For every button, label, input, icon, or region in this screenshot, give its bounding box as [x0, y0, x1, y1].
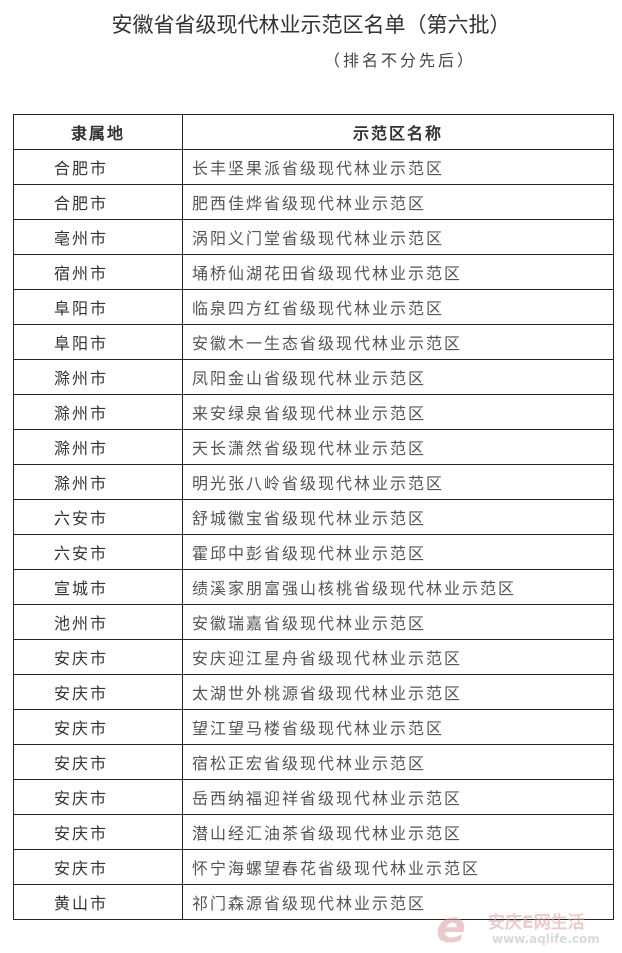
table-row: 阜阳市 安徽木一生态省级现代林业示范区 — [13, 324, 614, 360]
cell-zone-name: 霍邱中彭省级现代林业示范区 — [182, 534, 614, 570]
cell-zone-name: 临泉四方红省级现代林业示范区 — [182, 289, 614, 325]
table-row: 安庆市 宿松正宏省级现代林业示范区 — [13, 744, 614, 780]
table-row: 安庆市 太湖世外桃源省级现代林业示范区 — [13, 674, 614, 710]
cell-region: 滁州市 — [13, 429, 183, 465]
cell-region: 阜阳市 — [13, 289, 183, 325]
table-row: 滁州市 来安绿泉省级现代林业示范区 — [13, 394, 614, 430]
table-row: 亳州市 涡阳义门堂省级现代林业示范区 — [13, 219, 614, 255]
header-region: 隶属地 — [13, 114, 183, 150]
cell-zone-name: 明光张八岭省级现代林业示范区 — [182, 464, 614, 500]
table-row: 宣城市 绩溪家朋富强山核桃省级现代林业示范区 — [13, 569, 614, 605]
cell-zone-name: 宿松正宏省级现代林业示范区 — [182, 744, 614, 780]
cell-zone-name: 怀宁海螺望春花省级现代林业示范区 — [182, 849, 614, 885]
cell-zone-name: 埇桥仙湖花田省级现代林业示范区 — [182, 254, 614, 290]
table-row: 安庆市 望江望马楼省级现代林业示范区 — [13, 709, 614, 745]
cell-zone-name: 潜山经汇油茶省级现代林业示范区 — [182, 814, 614, 850]
cell-region: 六安市 — [13, 534, 183, 570]
header-zone-name: 示范区名称 — [182, 114, 614, 150]
cell-zone-name: 祁门森源省级现代林业示范区 — [182, 884, 614, 920]
table-row: 合肥市 肥西佳烨省级现代林业示范区 — [13, 184, 614, 220]
cell-region: 安庆市 — [13, 709, 183, 745]
table-row: 安庆市 安庆迎江星舟省级现代林业示范区 — [13, 639, 614, 675]
cell-region: 滁州市 — [13, 359, 183, 395]
cell-region: 滁州市 — [13, 394, 183, 430]
table-row: 黄山市 祁门森源省级现代林业示范区 — [13, 884, 614, 920]
table-row: 安庆市 岳西纳福迎祥省级现代林业示范区 — [13, 779, 614, 815]
cell-zone-name: 安徽木一生态省级现代林业示范区 — [182, 324, 614, 360]
cell-region: 阜阳市 — [13, 324, 183, 360]
cell-region: 合肥市 — [13, 184, 183, 220]
cell-region: 安庆市 — [13, 814, 183, 850]
cell-zone-name: 望江望马楼省级现代林业示范区 — [182, 709, 614, 745]
watermark-url: www.aqlife.com — [492, 932, 600, 946]
table-header-row: 隶属地 示范区名称 — [13, 114, 614, 150]
table-row: 六安市 舒城徽宝省级现代林业示范区 — [13, 499, 614, 535]
page-title: 安徽省省级现代林业示范区名单（第六批） — [111, 13, 511, 37]
cell-zone-name: 绩溪家朋富强山核桃省级现代林业示范区 — [182, 569, 614, 605]
demo-zone-table: 隶属地 示范区名称 合肥市 长丰坚果派省级现代林业示范区 合肥市 肥西佳烨省级现代林业… — [13, 114, 614, 920]
cell-zone-name: 安庆迎江星舟省级现代林业示范区 — [182, 639, 614, 675]
cell-region: 安庆市 — [13, 744, 183, 780]
cell-region: 六安市 — [13, 499, 183, 535]
cell-region: 宣城市 — [13, 569, 183, 605]
cell-zone-name: 安徽瑞嘉省级现代林业示范区 — [182, 604, 614, 640]
cell-zone-name: 来安绿泉省级现代林业示范区 — [182, 394, 614, 430]
table-row: 六安市 霍邱中彭省级现代林业示范区 — [13, 534, 614, 570]
cell-region: 黄山市 — [13, 884, 183, 920]
cell-region: 安庆市 — [13, 849, 183, 885]
cell-region: 安庆市 — [13, 674, 183, 710]
page-subtitle: （排名不分先后） — [324, 51, 477, 70]
cell-zone-name: 天长潇然省级现代林业示范区 — [182, 429, 614, 465]
table-row: 安庆市 怀宁海螺望春花省级现代林业示范区 — [13, 849, 614, 885]
cell-zone-name: 涡阳义门堂省级现代林业示范区 — [182, 219, 614, 255]
cell-zone-name: 舒城徽宝省级现代林业示范区 — [182, 499, 614, 535]
cell-region: 亳州市 — [13, 219, 183, 255]
cell-region: 滁州市 — [13, 464, 183, 500]
cell-region: 宿州市 — [13, 254, 183, 290]
table-row: 阜阳市 临泉四方红省级现代林业示范区 — [13, 289, 614, 325]
cell-zone-name: 肥西佳烨省级现代林业示范区 — [182, 184, 614, 220]
cell-region: 合肥市 — [13, 149, 183, 185]
cell-zone-name: 长丰坚果派省级现代林业示范区 — [182, 149, 614, 185]
cell-region: 安庆市 — [13, 639, 183, 675]
cell-region: 安庆市 — [13, 779, 183, 815]
table-row: 宿州市 埇桥仙湖花田省级现代林业示范区 — [13, 254, 614, 290]
table-row: 安庆市 潜山经汇油茶省级现代林业示范区 — [13, 814, 614, 850]
cell-zone-name: 太湖世外桃源省级现代林业示范区 — [182, 674, 614, 710]
table-row: 滁州市 明光张八岭省级现代林业示范区 — [13, 464, 614, 500]
table-row: 滁州市 凤阳金山省级现代林业示范区 — [13, 359, 614, 395]
cell-zone-name: 岳西纳福迎祥省级现代林业示范区 — [182, 779, 614, 815]
cell-zone-name: 凤阳金山省级现代林业示范区 — [182, 359, 614, 395]
table-row: 合肥市 长丰坚果派省级现代林业示范区 — [13, 149, 614, 185]
table-row: 滁州市 天长潇然省级现代林业示范区 — [13, 429, 614, 465]
cell-region: 池州市 — [13, 604, 183, 640]
table-row: 池州市 安徽瑞嘉省级现代林业示范区 — [13, 604, 614, 640]
